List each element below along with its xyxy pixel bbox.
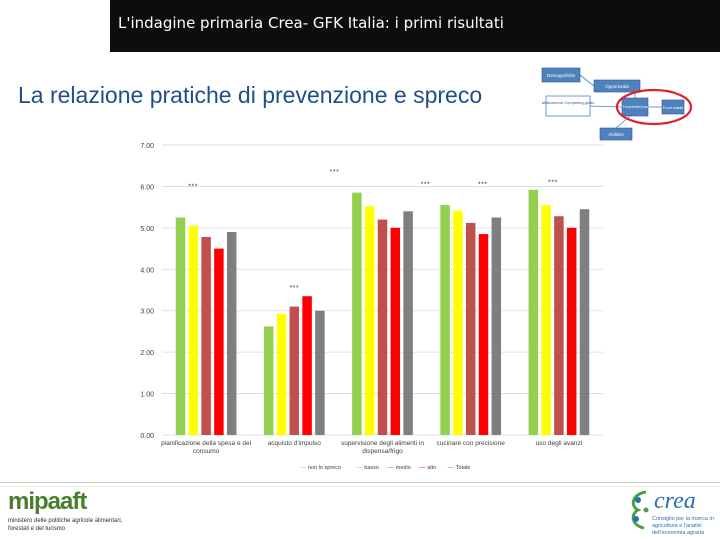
x-category-label: supervisione degli alimenti in dispensa/f…	[341, 440, 424, 455]
bar	[315, 310, 325, 435]
footer-divider	[0, 486, 720, 487]
footer-divider	[0, 482, 720, 483]
crea-emblem-icon	[631, 490, 649, 530]
diagram-label: Demografiche	[547, 73, 576, 78]
legend-label: alto	[427, 465, 436, 471]
bar	[175, 217, 186, 435]
bar	[226, 232, 237, 435]
legend-marker: —	[448, 465, 454, 471]
y-tick-label: 6.00	[140, 184, 154, 191]
bar	[440, 205, 450, 435]
significance-marker: ***	[330, 169, 340, 176]
bar	[390, 227, 401, 435]
bar	[352, 192, 362, 435]
bar	[554, 216, 564, 435]
significance-marker: ***	[548, 179, 558, 186]
y-tick-label: 5.00	[140, 226, 154, 233]
bar	[201, 236, 211, 435]
x-category-label: pianificazione della spesa e del consumo	[161, 440, 252, 455]
section-title: La relazione pratiche di prevenzione e s…	[18, 82, 483, 108]
significance-marker: ***	[421, 181, 431, 188]
significance-marker: ***	[478, 181, 488, 188]
bar	[579, 209, 590, 435]
bar	[377, 219, 388, 435]
bar	[302, 296, 312, 435]
legend-marker: —	[300, 465, 306, 471]
header-band: L'indagine primaria Crea- GFK Italia: i …	[110, 0, 720, 52]
diagram-arrow	[579, 74, 595, 87]
mipaaft-logo: mipaaft ministero delle politiche agrico…	[8, 488, 128, 538]
diagram-label: Abilities	[608, 132, 624, 137]
crea-logo: crea Consiglio per la ricerca in agricol…	[622, 486, 718, 538]
legend-marker: —	[356, 465, 362, 471]
model-diagram: Demografiche Opportunità Motivazione Com…	[541, 67, 693, 141]
significance-marker: ***	[188, 184, 198, 191]
bar	[188, 225, 199, 435]
bar	[403, 211, 413, 435]
highlight-ellipse	[615, 88, 693, 126]
bar	[478, 234, 489, 435]
diagram-label: Food waste	[663, 105, 684, 110]
crea-subtitle: Consiglio per la ricerca in agricoltura …	[652, 516, 714, 536]
bar	[566, 227, 577, 435]
bar	[263, 326, 274, 435]
mipaaft-subtitle: ministero delle politiche agricole alime…	[8, 518, 123, 532]
bar	[541, 205, 551, 435]
header-title: L'indagine primaria Crea- GFK Italia: i …	[118, 14, 504, 32]
crea-wordmark: crea	[654, 488, 696, 514]
bar	[276, 314, 287, 435]
x-category-label: cucinare con precisione	[437, 440, 506, 447]
legend-label: Totale	[456, 465, 471, 471]
y-tick-label: 0.00	[140, 433, 154, 440]
legend-label: basso	[364, 465, 379, 471]
legend-label: non lo spreco	[308, 465, 341, 471]
diagram-label: Opportunità	[605, 84, 629, 89]
significance-marker: ***	[289, 285, 299, 292]
bar	[364, 206, 375, 435]
legend-label: medio	[396, 465, 411, 471]
diagram-label: Food Household practices	[614, 105, 656, 109]
x-category-label: uso degli avanzi	[536, 440, 583, 447]
legend-marker: —	[388, 465, 394, 471]
bar	[453, 210, 463, 435]
bar	[528, 189, 539, 435]
bar	[214, 248, 224, 435]
bar	[289, 306, 300, 435]
mipaaft-wordmark: mipaaft	[8, 488, 87, 515]
bar	[465, 222, 476, 435]
x-category-label: acquisto d'impulso	[268, 440, 322, 447]
y-tick-label: 3.00	[140, 309, 154, 316]
legend-marker: —	[419, 465, 425, 471]
y-tick-label: 7.00	[140, 143, 154, 150]
y-tick-label: 2.00	[140, 350, 154, 357]
y-tick-label: 4.00	[140, 267, 154, 274]
diagram-label: Motivazione Competing goals	[542, 100, 594, 105]
bar	[491, 217, 502, 435]
y-tick-label: 1.00	[140, 392, 154, 399]
